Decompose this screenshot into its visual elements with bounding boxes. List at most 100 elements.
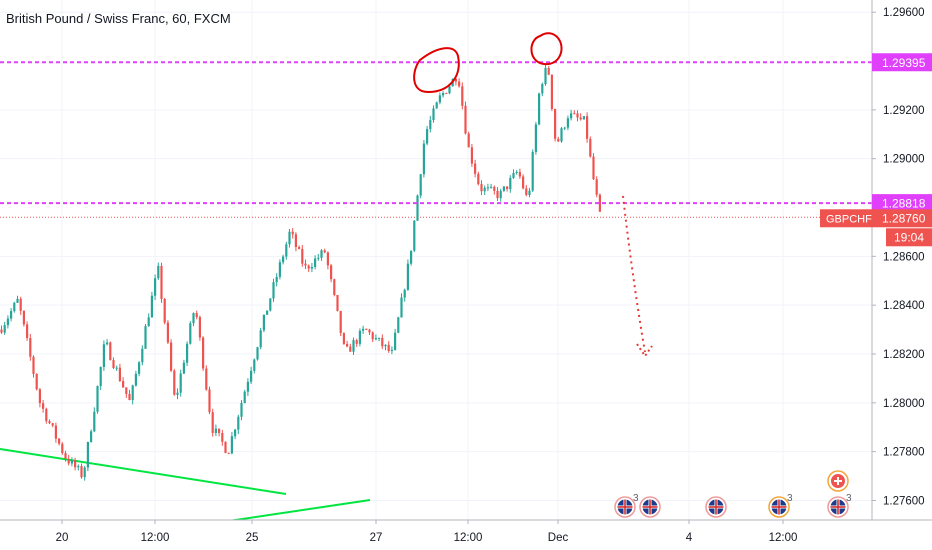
- candle-body: [70, 460, 73, 464]
- y-tick-label: 1.28400: [883, 300, 925, 312]
- candle-body: [26, 324, 29, 339]
- candle-body: [160, 265, 163, 299]
- candle-body: [310, 266, 313, 269]
- candle-body: [118, 367, 121, 382]
- candle-body: [317, 257, 320, 259]
- candle-body: [157, 265, 160, 279]
- candle-body: [269, 298, 272, 311]
- candle-body: [416, 195, 419, 221]
- candle-body: [509, 177, 512, 190]
- candle-body: [67, 458, 70, 464]
- candle-body: [115, 367, 118, 369]
- candle-body: [144, 326, 147, 349]
- y-axis-background: [872, 0, 932, 550]
- candle-body: [493, 186, 496, 191]
- candle-body: [349, 346, 352, 352]
- candle-body: [397, 317, 400, 333]
- candle-body: [518, 171, 521, 177]
- candle-body: [253, 359, 256, 371]
- event-count: 3: [846, 493, 852, 504]
- candle-body: [198, 317, 201, 338]
- candle-body: [282, 256, 285, 263]
- candle-body: [474, 163, 477, 174]
- flag-cross-red: [624, 499, 626, 515]
- candle-body: [19, 298, 22, 311]
- candle-body: [432, 108, 435, 121]
- current-price-tag: [872, 209, 932, 228]
- candle-body: [394, 332, 397, 350]
- flag-cross-red: [837, 499, 839, 515]
- candle-body: [406, 263, 409, 290]
- candle-body: [154, 278, 157, 296]
- candle-body: [352, 340, 355, 352]
- candle-body: [333, 279, 336, 295]
- candle-body: [480, 184, 483, 192]
- candle-body: [10, 311, 13, 319]
- projection-arrow: [622, 195, 646, 353]
- candle-body: [384, 344, 387, 347]
- candle-body: [74, 460, 77, 468]
- candle-body: [83, 467, 86, 478]
- candle-body: [541, 84, 544, 94]
- candle-body: [205, 368, 208, 390]
- candle-body: [330, 265, 333, 280]
- candle-body: [326, 252, 329, 266]
- candle-body: [410, 250, 413, 264]
- candle-body: [112, 360, 115, 369]
- y-tick-label: 1.28000: [883, 398, 925, 410]
- countdown-label: 19:04: [894, 230, 924, 244]
- candle-body: [122, 381, 125, 388]
- horizontal-levels: 1.29395 1.28818: [0, 53, 932, 218]
- candle-body: [419, 174, 422, 196]
- candle-body: [595, 179, 598, 195]
- candle-body: [400, 297, 403, 318]
- candle-body: [32, 356, 35, 374]
- candle-body: [422, 143, 425, 175]
- level-price-tag: [872, 194, 932, 213]
- candle-body: [275, 276, 278, 283]
- symbol-tag: [820, 209, 872, 228]
- candle-body: [176, 392, 179, 395]
- candle-body: [291, 231, 294, 235]
- candle-body: [211, 412, 214, 433]
- candle-body: [6, 318, 9, 326]
- candle-body: [496, 190, 499, 199]
- candle-body: [525, 188, 528, 196]
- candle-body: [477, 173, 480, 185]
- candle-body: [202, 337, 205, 369]
- symbol-label: GBPCHF: [826, 213, 872, 225]
- candle-body: [166, 322, 169, 343]
- candle-body: [435, 102, 438, 109]
- candle-body: [483, 187, 486, 192]
- grid-lines: [0, 0, 872, 520]
- candle-body: [470, 147, 473, 164]
- candle-body: [93, 411, 96, 432]
- y-tick-label: 1.28600: [883, 251, 925, 263]
- candle-body: [54, 425, 57, 439]
- candle-body: [192, 313, 195, 324]
- candle-body: [586, 116, 589, 139]
- candle-body: [445, 92, 448, 94]
- event-count: 3: [787, 493, 793, 504]
- candle-body: [141, 348, 144, 363]
- trendlines: [0, 448, 371, 523]
- candle-body: [573, 113, 576, 115]
- candle-body: [266, 310, 269, 315]
- candle-body: [362, 328, 365, 331]
- candle-body: [544, 67, 547, 85]
- candle-body: [355, 340, 358, 344]
- candle-body: [486, 187, 489, 189]
- candle-body: [51, 423, 54, 426]
- candle-body: [515, 171, 518, 173]
- candle-body: [214, 428, 217, 433]
- candle-body: [90, 431, 93, 443]
- candle-body: [502, 186, 505, 191]
- peak-circle-annotation: [530, 32, 563, 66]
- candle-body: [102, 344, 105, 368]
- y-tick-label: 1.29600: [883, 7, 925, 19]
- candle-body: [582, 116, 585, 120]
- candle-body: [570, 113, 573, 119]
- x-tick-label: Dec: [548, 532, 569, 544]
